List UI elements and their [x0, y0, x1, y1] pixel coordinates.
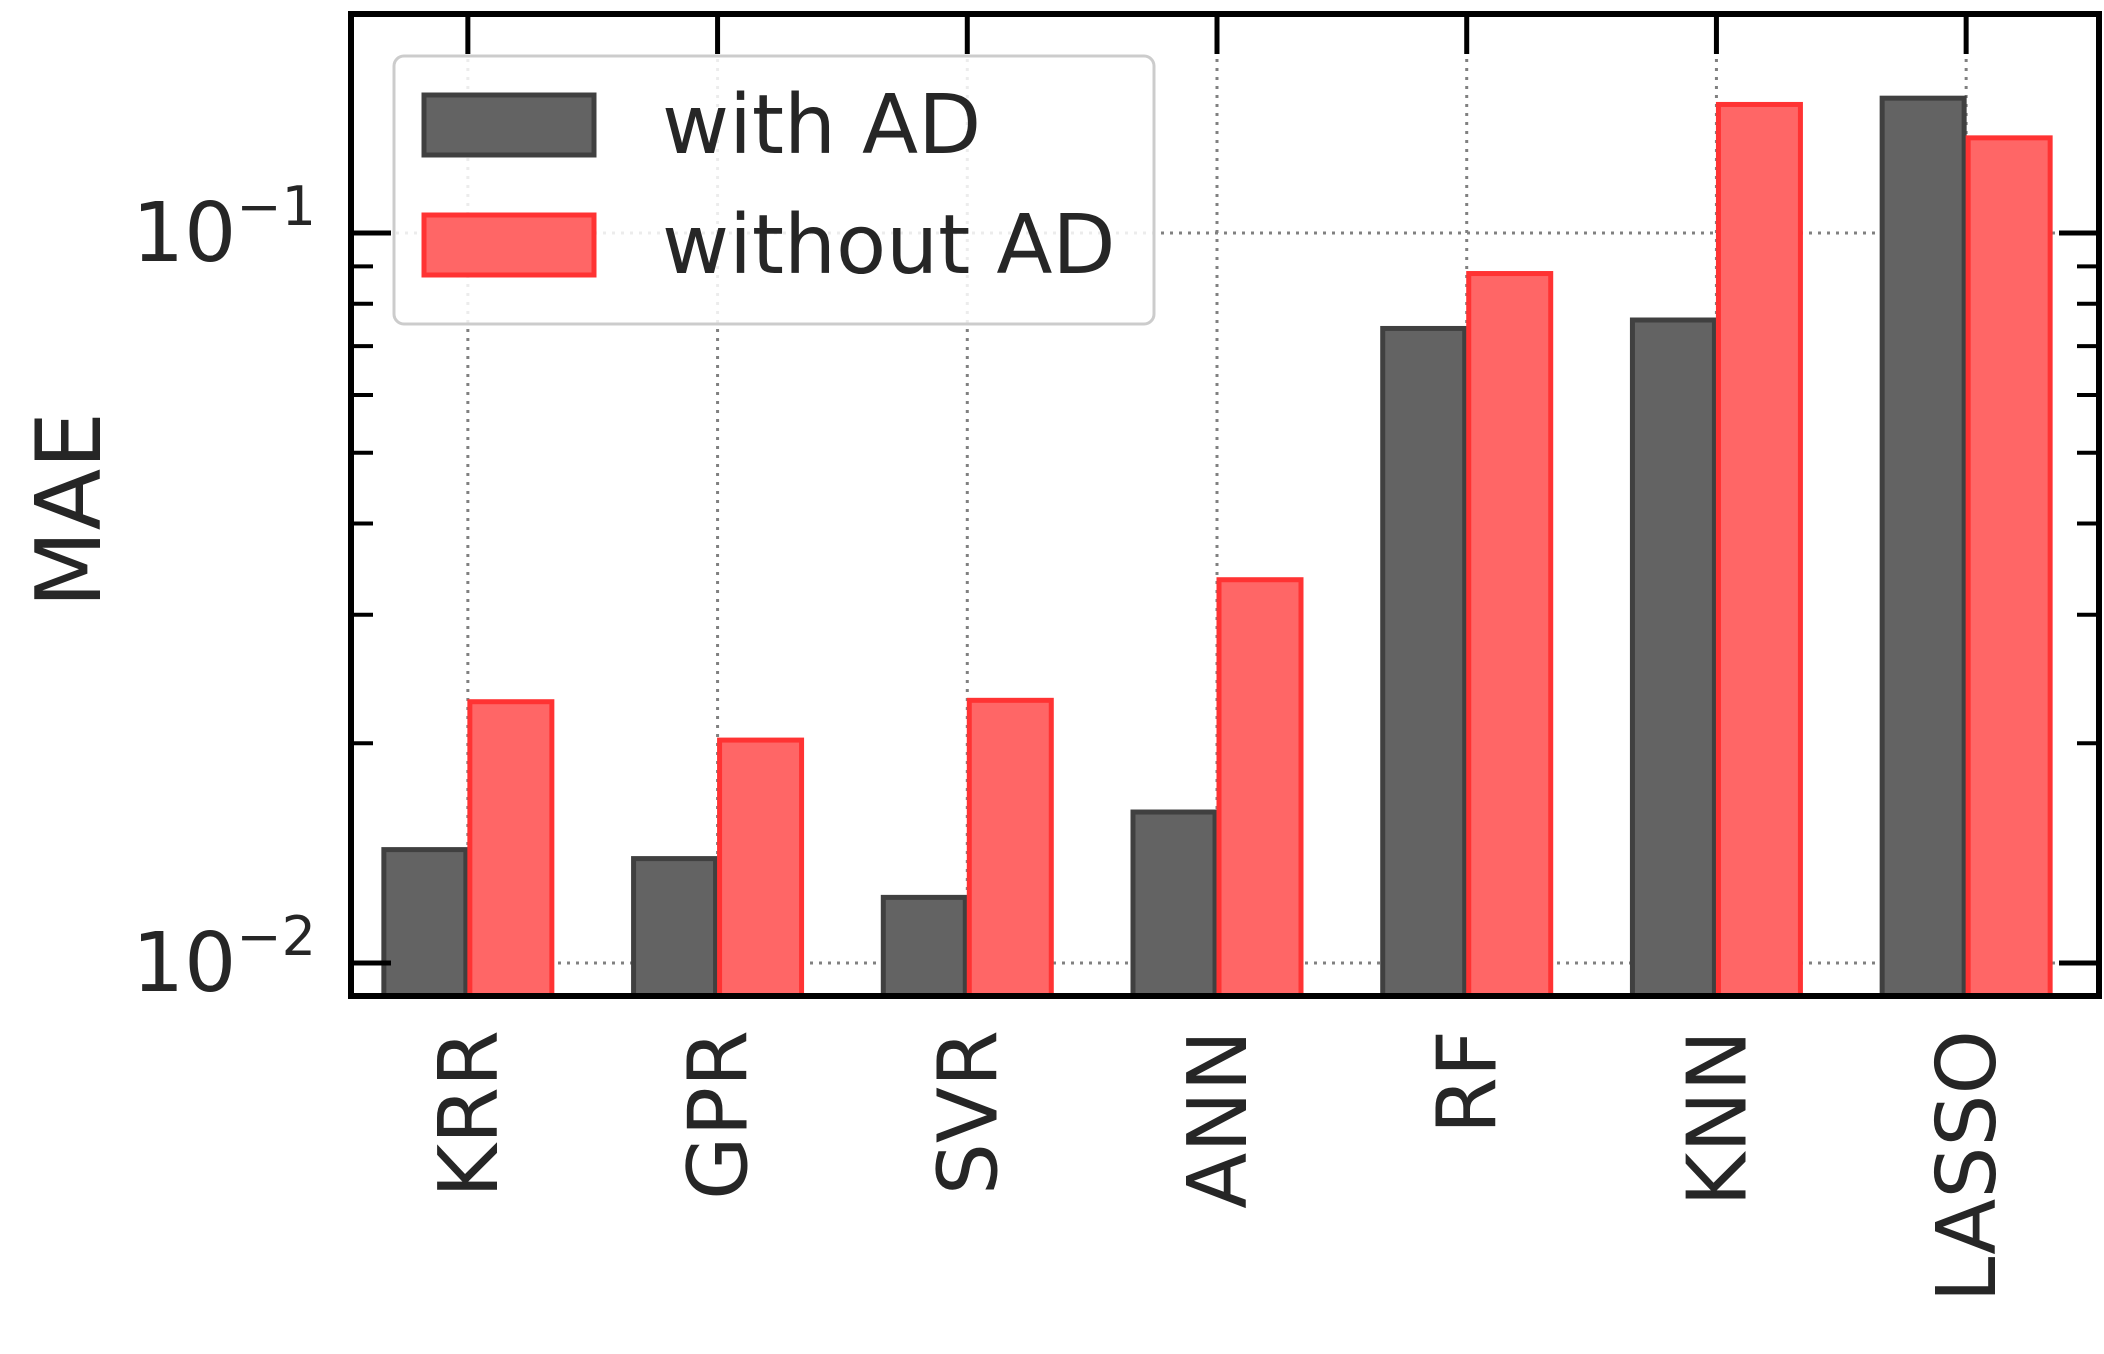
bar-with-ad-gpr	[631, 856, 719, 999]
bar-with-ad-ann	[1130, 809, 1218, 999]
x-tick-label-knn: KNN	[1670, 1030, 1765, 1206]
bar-without-ad-ann	[1216, 577, 1304, 999]
x-tick-label-gpr: GPR	[672, 1030, 767, 1200]
x-tick-labels: KRR GPR SVR ANN RF KNN LASSO	[422, 1030, 2015, 1302]
x-tick-label-ann: ANN	[1171, 1030, 1266, 1209]
y-axis-title: MAE	[17, 412, 122, 608]
x-tick-label-svr: SVR	[921, 1030, 1016, 1195]
x-tick-label-krr: KRR	[422, 1030, 517, 1198]
bar-without-ad-gpr	[717, 737, 805, 999]
bar-with-ad-rf	[1380, 325, 1468, 999]
legend-swatch	[421, 92, 597, 158]
bar-with-ad-krr	[381, 847, 469, 999]
bar-with-ad-svr	[880, 894, 968, 999]
bar-with-ad-knn	[1629, 317, 1717, 999]
y-tick-labels: 10−2 10−1	[132, 175, 316, 1011]
bar-without-ad-svr	[966, 697, 1054, 999]
plot-frame	[348, 11, 2102, 999]
bar-without-ad-knn	[1715, 101, 1803, 999]
legend-label: without AD	[662, 198, 1116, 293]
legend: with AD without AD	[392, 54, 1156, 326]
bar-without-ad-rf	[1466, 271, 1554, 999]
y-tick-label: 10−1	[132, 175, 316, 281]
legend-label: with AD	[662, 78, 981, 173]
legend-swatch	[421, 212, 597, 278]
y-axis-label: MAE	[17, 412, 122, 608]
y-tick-label: 10−2	[132, 905, 316, 1011]
x-tick-label-rf: RF	[1421, 1030, 1516, 1134]
bar-without-ad-krr	[467, 699, 555, 999]
bar-without-ad-lasso	[1965, 135, 2053, 999]
x-tick-label-lasso: LASSO	[1920, 1030, 2015, 1302]
ticks	[351, 14, 2099, 966]
bar-with-ad-lasso	[1879, 95, 1967, 999]
bars	[381, 95, 2053, 999]
